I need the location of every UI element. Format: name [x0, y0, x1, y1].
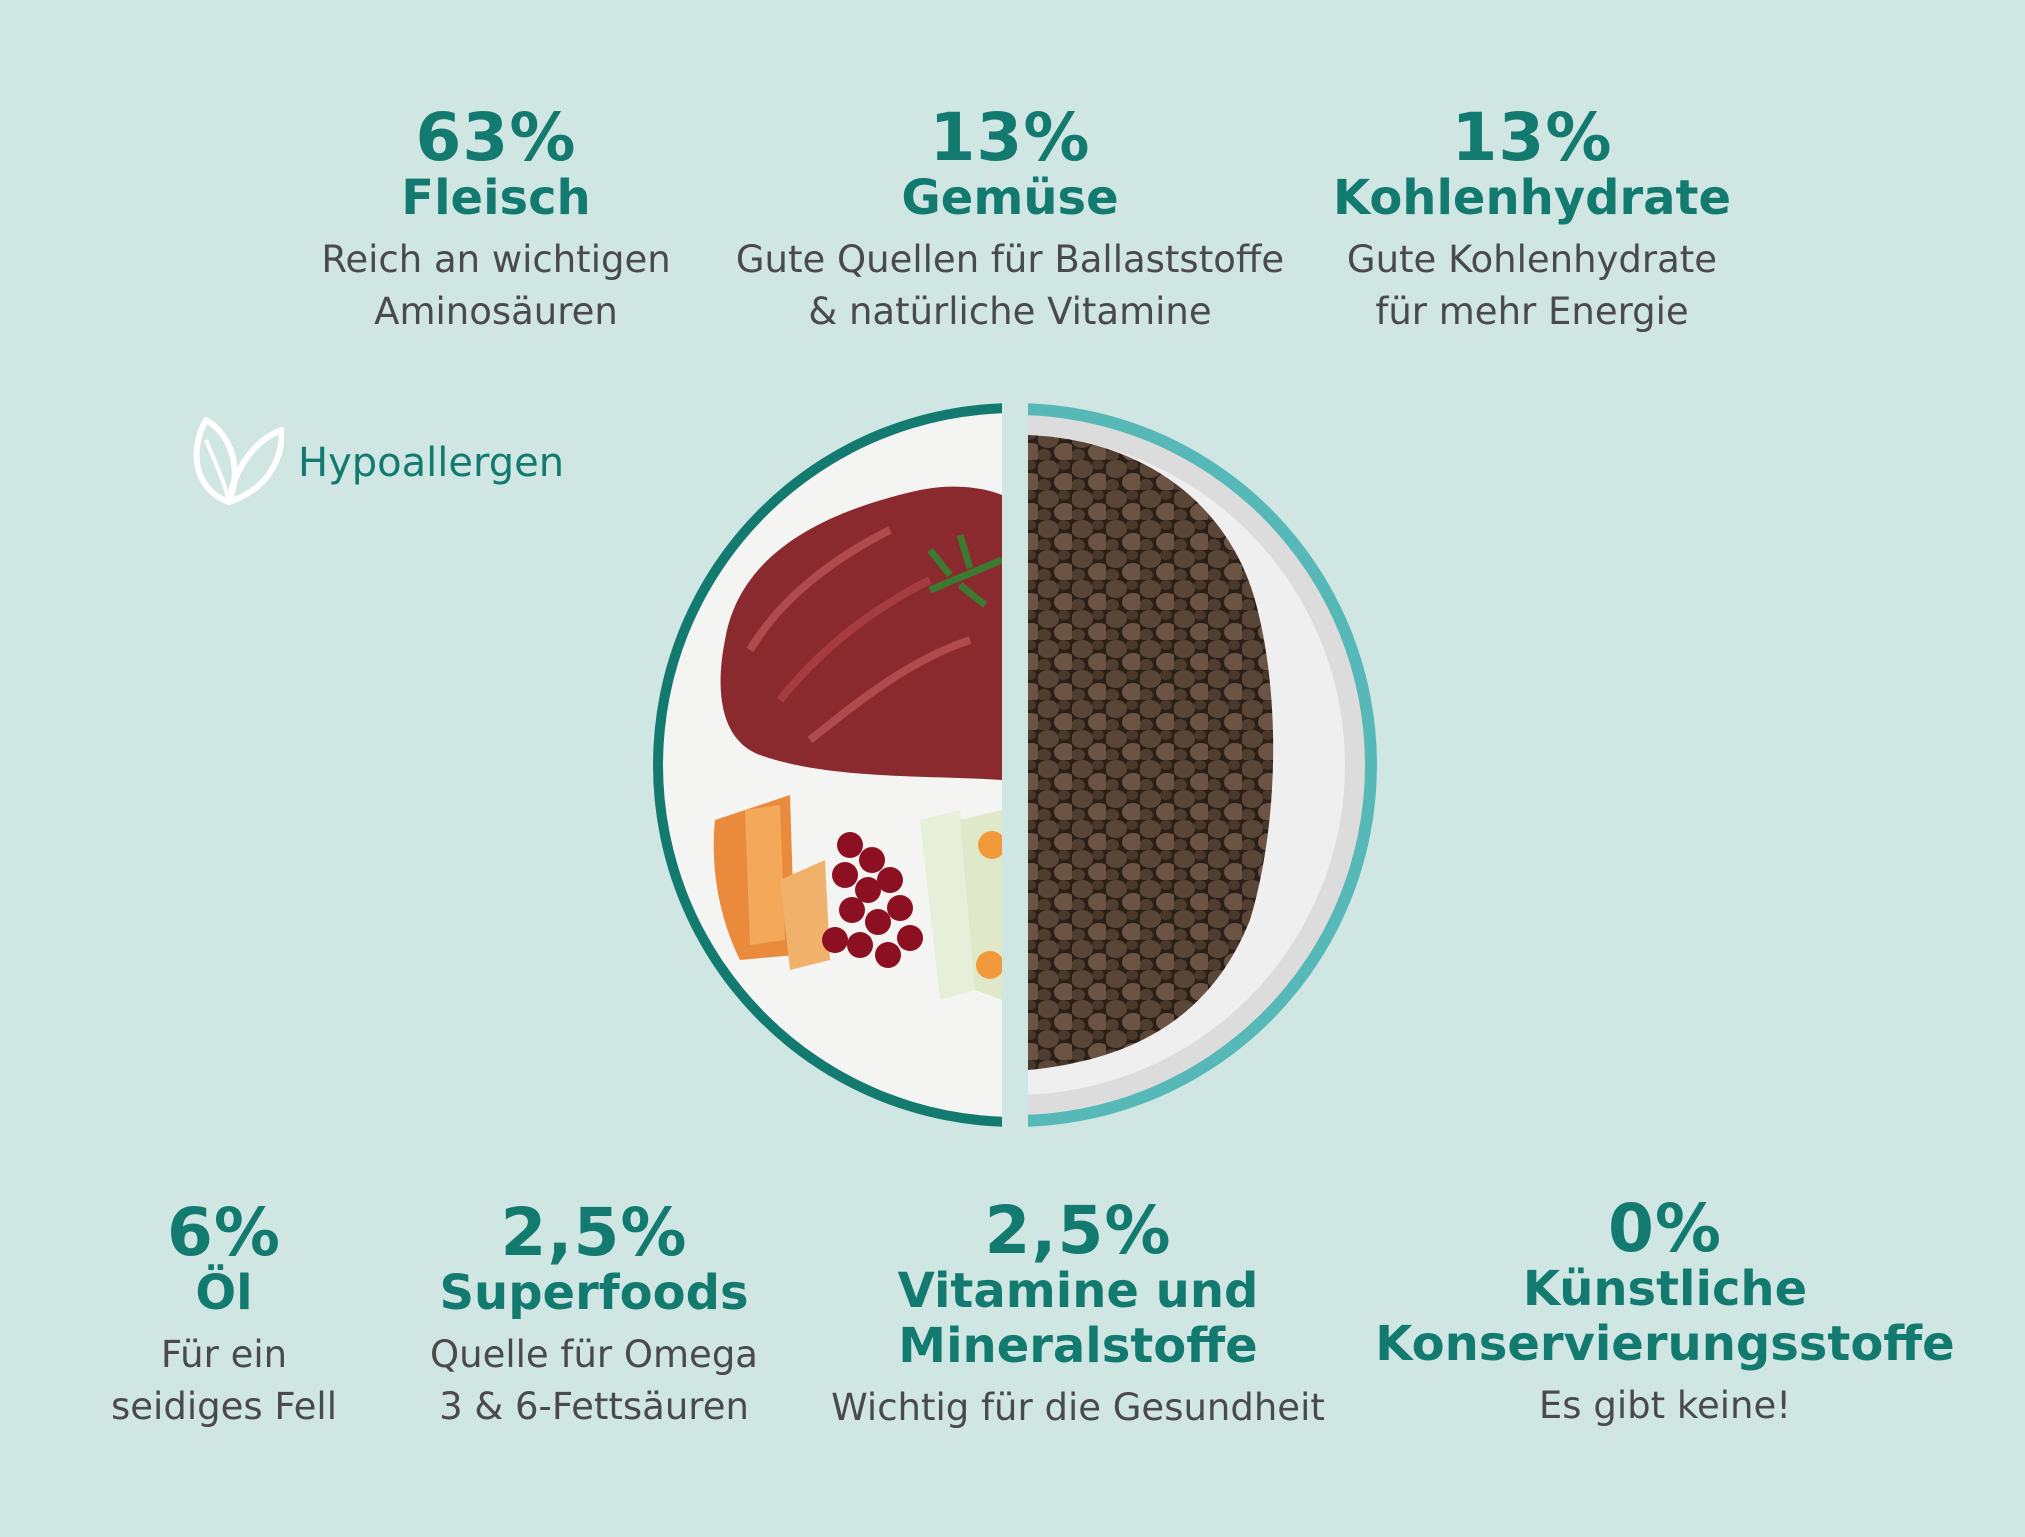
- stat-desc-line2: für mehr Energie: [1375, 290, 1689, 334]
- stat-percent: 63%: [415, 99, 577, 176]
- stat-desc-line2: seidiges Fell: [111, 1385, 337, 1429]
- stat-desc-line1: Quelle für Omega: [430, 1333, 758, 1377]
- stat-konservierungsstoffe: 0% Künstliche Konservierungsstoffe Es gi…: [1375, 1196, 1954, 1432]
- stat-vitamine: 2,5% Vitamine und Mineralstoffe Wichtig …: [831, 1198, 1325, 1434]
- stat-desc-line1: Für ein: [160, 1333, 288, 1377]
- stat-superfoods: 2,5% Superfoods Quelle für Omega 3 & 6-F…: [430, 1200, 758, 1433]
- stat-desc-line1: Wichtig für die Gesundheit: [831, 1386, 1325, 1430]
- stat-percent: 13%: [1451, 99, 1613, 176]
- leaf-icon: [184, 410, 285, 515]
- stat-title-line2: Mineralstoffe: [898, 1318, 1258, 1375]
- stat-desc-line2: 3 & 6-Fettsäuren: [439, 1385, 749, 1429]
- stat-percent: 13%: [929, 99, 1091, 176]
- stat-desc-line2: Aminosäuren: [374, 290, 618, 334]
- stat-percent: 6%: [166, 1194, 282, 1271]
- badge-label: Hypoallergen: [298, 439, 565, 486]
- stat-fleisch: 63% Fleisch Reich an wichtigen Aminosäur…: [321, 105, 670, 338]
- stat-title: Gemüse: [901, 170, 1119, 226]
- stat-kohlenhydrate: 13% Kohlenhydrate Gute Kohlenhydrate für…: [1333, 105, 1731, 338]
- stat-desc-line1: Gute Kohlenhydrate: [1346, 238, 1718, 282]
- stat-title: Superfoods: [439, 1265, 749, 1321]
- stat-desc-line1: Gute Quellen für Ballaststoffe: [735, 238, 1285, 282]
- hypoallergen-badge: Hypoallergen: [184, 410, 564, 515]
- stat-desc-line2: & natürliche Vitamine: [808, 290, 1212, 334]
- stat-title: Fleisch: [401, 170, 591, 226]
- stat-desc-line1: Es gibt keine!: [1538, 1384, 1792, 1428]
- stat-title-line2: Konservierungsstoffe: [1375, 1316, 1955, 1373]
- stat-percent: 0%: [1607, 1190, 1723, 1267]
- stat-desc-line1: Reich an wichtigen: [321, 238, 671, 282]
- stat-gemuese: 13% Gemüse Gute Quellen für Ballaststoff…: [736, 105, 1284, 338]
- stat-title-line1: Künstliche: [1522, 1261, 1808, 1317]
- stat-title: Öl: [195, 1265, 253, 1321]
- stat-oel: 6% Öl Für ein seidiges Fell: [111, 1200, 337, 1433]
- stat-title-line1: Vitamine und: [897, 1263, 1259, 1319]
- stat-percent: 2,5%: [500, 1194, 688, 1271]
- stat-title: Kohlenhydrate: [1332, 170, 1732, 226]
- bowl-illustration: [630, 400, 1400, 1130]
- stat-percent: 2,5%: [984, 1192, 1172, 1269]
